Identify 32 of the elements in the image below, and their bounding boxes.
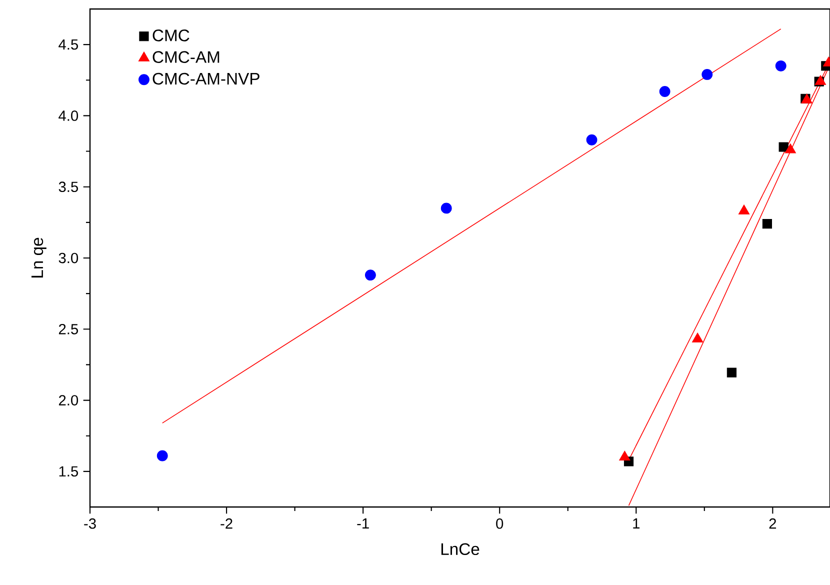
x-axis-title: LnCe [441, 543, 480, 556]
legend-label: CMC [152, 30, 190, 42]
legend-label: CMC-AM [152, 51, 220, 63]
point [619, 450, 630, 461]
point [440, 202, 452, 214]
point [726, 368, 737, 378]
point [762, 219, 772, 229]
point [364, 270, 376, 281]
point [156, 450, 168, 462]
point [784, 143, 796, 154]
point [775, 60, 786, 72]
point [586, 134, 598, 146]
legend-label: CMC-AM-NVP [152, 72, 260, 85]
point [738, 204, 750, 214]
point [692, 332, 704, 342]
y-tick-label: 1.5 [59, 466, 78, 477]
x-tick-label: 2 [769, 518, 776, 529]
point [659, 86, 670, 97]
y-tick-label: 2.0 [58, 395, 78, 406]
x-tick-label: -2 [220, 518, 232, 529]
x-tick-label: 1 [633, 518, 640, 528]
x-tick-label: 0 [496, 518, 504, 529]
point [702, 68, 713, 80]
y-tick-label: 4.5 [58, 39, 78, 50]
point [778, 142, 788, 152]
y-tick-label: 4.0 [58, 110, 78, 121]
x-tick-label: -1 [357, 518, 369, 528]
y-tick-label: 3.0 [58, 252, 78, 264]
x-tick-label: -3 [84, 518, 96, 529]
y-tick-label: 3.5 [58, 182, 78, 192]
y-axis-title: Ln qe [31, 238, 46, 278]
y-tick-label: 2.5 [58, 324, 78, 334]
